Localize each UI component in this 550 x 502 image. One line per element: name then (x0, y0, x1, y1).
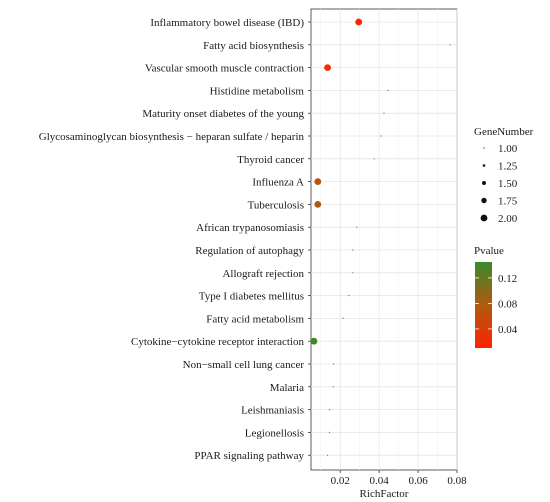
color-legend-bar (475, 262, 492, 348)
size-legend-dot (480, 214, 488, 222)
category-label: Glycosaminoglycan biosynthesis − heparan… (39, 131, 305, 143)
data-point (310, 337, 318, 345)
data-point (342, 317, 344, 319)
category-label: Cytokine−cytokine receptor interaction (131, 336, 304, 348)
x-tick-label: 0.04 (370, 475, 390, 487)
category-label: Legionellosis (245, 427, 304, 439)
color-legend: Pvalue 0.04 0.08 0.12 (474, 245, 518, 348)
category-labels: Inflammatory bowel disease (IBD) Fatty ac… (39, 17, 311, 462)
data-point (348, 295, 350, 297)
category-label: Fatty acid biosynthesis (203, 40, 304, 52)
size-legend-label: 1.00 (498, 143, 518, 155)
category-label: Influenza A (252, 177, 304, 189)
category-label: Tuberculosis (248, 199, 304, 211)
color-legend-ticks: 0.04 0.08 0.12 (475, 273, 518, 336)
category-label: Non−small cell lung cancer (183, 359, 305, 371)
data-point (449, 44, 451, 46)
size-legend-dot (482, 181, 486, 185)
x-tick-label: 0.08 (447, 475, 467, 487)
category-label: Regulation of autophagy (195, 245, 304, 257)
data-points (310, 18, 451, 456)
data-point (326, 454, 329, 456)
category-label: Vascular smooth muscle contraction (145, 63, 305, 75)
data-point (352, 249, 354, 251)
data-point (332, 386, 334, 388)
color-legend-tick-label: 0.04 (498, 324, 518, 336)
data-point (328, 409, 331, 411)
data-point (328, 431, 331, 433)
size-legend-label: 1.50 (498, 178, 518, 190)
data-point (373, 158, 375, 160)
data-point (355, 18, 363, 26)
size-legend-dot (483, 147, 485, 149)
color-legend-title: Pvalue (474, 245, 504, 257)
category-label: PPAR signaling pathway (194, 450, 304, 462)
category-label: Inflammatory bowel disease (IBD) (150, 17, 304, 29)
data-point (356, 226, 358, 228)
color-legend-tick-label: 0.12 (498, 273, 517, 285)
x-tick-label: 0.02 (331, 475, 350, 487)
category-label: African trypanosomiasis (196, 222, 304, 234)
size-legend-label: 1.75 (498, 196, 518, 208)
data-point (380, 135, 382, 137)
category-label: Type I diabetes mellitus (199, 291, 304, 303)
size-legend-dot (481, 197, 487, 204)
size-legend-dot (482, 164, 486, 167)
plot-panel (310, 8, 458, 471)
data-point (332, 363, 334, 365)
size-legend-items: 1.00 1.25 1.50 1.75 2.00 (480, 143, 518, 225)
category-label: Allograft rejection (222, 268, 304, 280)
x-axis-ticks: 0.02 0.04 0.06 0.08 (331, 470, 467, 487)
data-point (383, 112, 385, 114)
data-point (324, 64, 331, 71)
category-label: Histidine metabolism (210, 85, 305, 97)
category-label: Fatty acid metabolism (206, 313, 304, 325)
size-legend-label: 1.25 (498, 161, 518, 173)
data-point (387, 89, 389, 91)
x-axis-title: RichFactor (360, 488, 409, 500)
category-label: Malaria (270, 382, 304, 394)
category-label: Leishmaniasis (241, 405, 304, 417)
data-point (314, 178, 322, 186)
size-legend-label: 2.00 (498, 213, 518, 225)
data-point (352, 272, 354, 274)
x-tick-label: 0.06 (408, 475, 428, 487)
size-legend-title: GeneNumber (474, 126, 534, 138)
size-legend: GeneNumber 1.00 1.25 1.50 1.75 2.00 (474, 126, 534, 225)
category-label: Thyroid cancer (237, 154, 304, 166)
data-point (314, 201, 322, 208)
category-label: Maturity onset diabetes of the young (142, 108, 304, 120)
color-legend-tick-label: 0.08 (498, 298, 518, 310)
